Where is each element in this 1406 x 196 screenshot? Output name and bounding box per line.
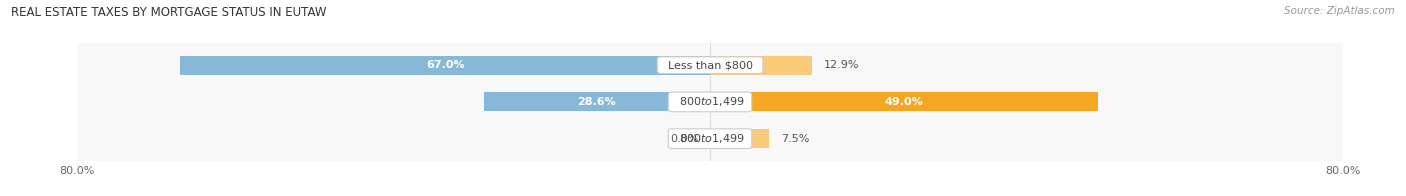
- FancyBboxPatch shape: [67, 96, 1353, 181]
- FancyBboxPatch shape: [75, 109, 1346, 169]
- Text: Source: ZipAtlas.com: Source: ZipAtlas.com: [1284, 6, 1395, 16]
- Text: 12.9%: 12.9%: [824, 60, 859, 70]
- Text: REAL ESTATE TAXES BY MORTGAGE STATUS IN EUTAW: REAL ESTATE TAXES BY MORTGAGE STATUS IN …: [11, 6, 326, 19]
- FancyBboxPatch shape: [67, 23, 1353, 108]
- Bar: [710, 56, 813, 75]
- Text: 28.6%: 28.6%: [578, 97, 616, 107]
- Text: 67.0%: 67.0%: [426, 60, 464, 70]
- FancyBboxPatch shape: [75, 72, 1346, 132]
- Bar: [710, 129, 769, 148]
- FancyBboxPatch shape: [75, 35, 1346, 95]
- Bar: [180, 56, 710, 75]
- Text: Less than $800: Less than $800: [661, 60, 759, 70]
- Bar: [484, 92, 710, 112]
- Text: 49.0%: 49.0%: [884, 97, 924, 107]
- Text: $800 to $1,499: $800 to $1,499: [672, 132, 748, 145]
- Text: $800 to $1,499: $800 to $1,499: [672, 95, 748, 108]
- Text: 0.0%: 0.0%: [669, 134, 699, 144]
- Text: 7.5%: 7.5%: [782, 134, 810, 144]
- FancyBboxPatch shape: [67, 59, 1353, 145]
- Bar: [710, 92, 1098, 112]
